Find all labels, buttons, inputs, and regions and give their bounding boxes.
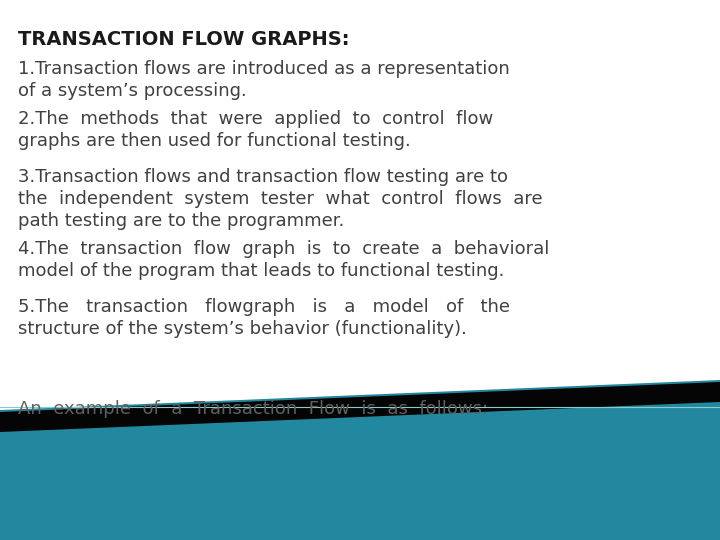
Text: 2.The  methods  that  were  applied  to  control  flow
graphs are then used for : 2.The methods that were applied to contr… [18,110,493,150]
Text: 3.Transaction flows and transaction flow testing are to
the  independent  system: 3.Transaction flows and transaction flow… [18,168,543,231]
Polygon shape [0,382,720,432]
Text: An  example  of  a  Transaction  Flow  is  as  follows:: An example of a Transaction Flow is as f… [18,400,488,418]
Text: 4.The  transaction  flow  graph  is  to  create  a  behavioral
model of the prog: 4.The transaction flow graph is to creat… [18,240,549,280]
Text: 1.Transaction flows are introduced as a representation
of a system’s processing.: 1.Transaction flows are introduced as a … [18,60,510,100]
Text: TRANSACTION FLOW GRAPHS:: TRANSACTION FLOW GRAPHS: [18,30,349,49]
Polygon shape [0,380,720,540]
Text: 5.The   transaction   flowgraph   is   a   model   of   the
structure of the sys: 5.The transaction flowgraph is a model o… [18,298,510,338]
